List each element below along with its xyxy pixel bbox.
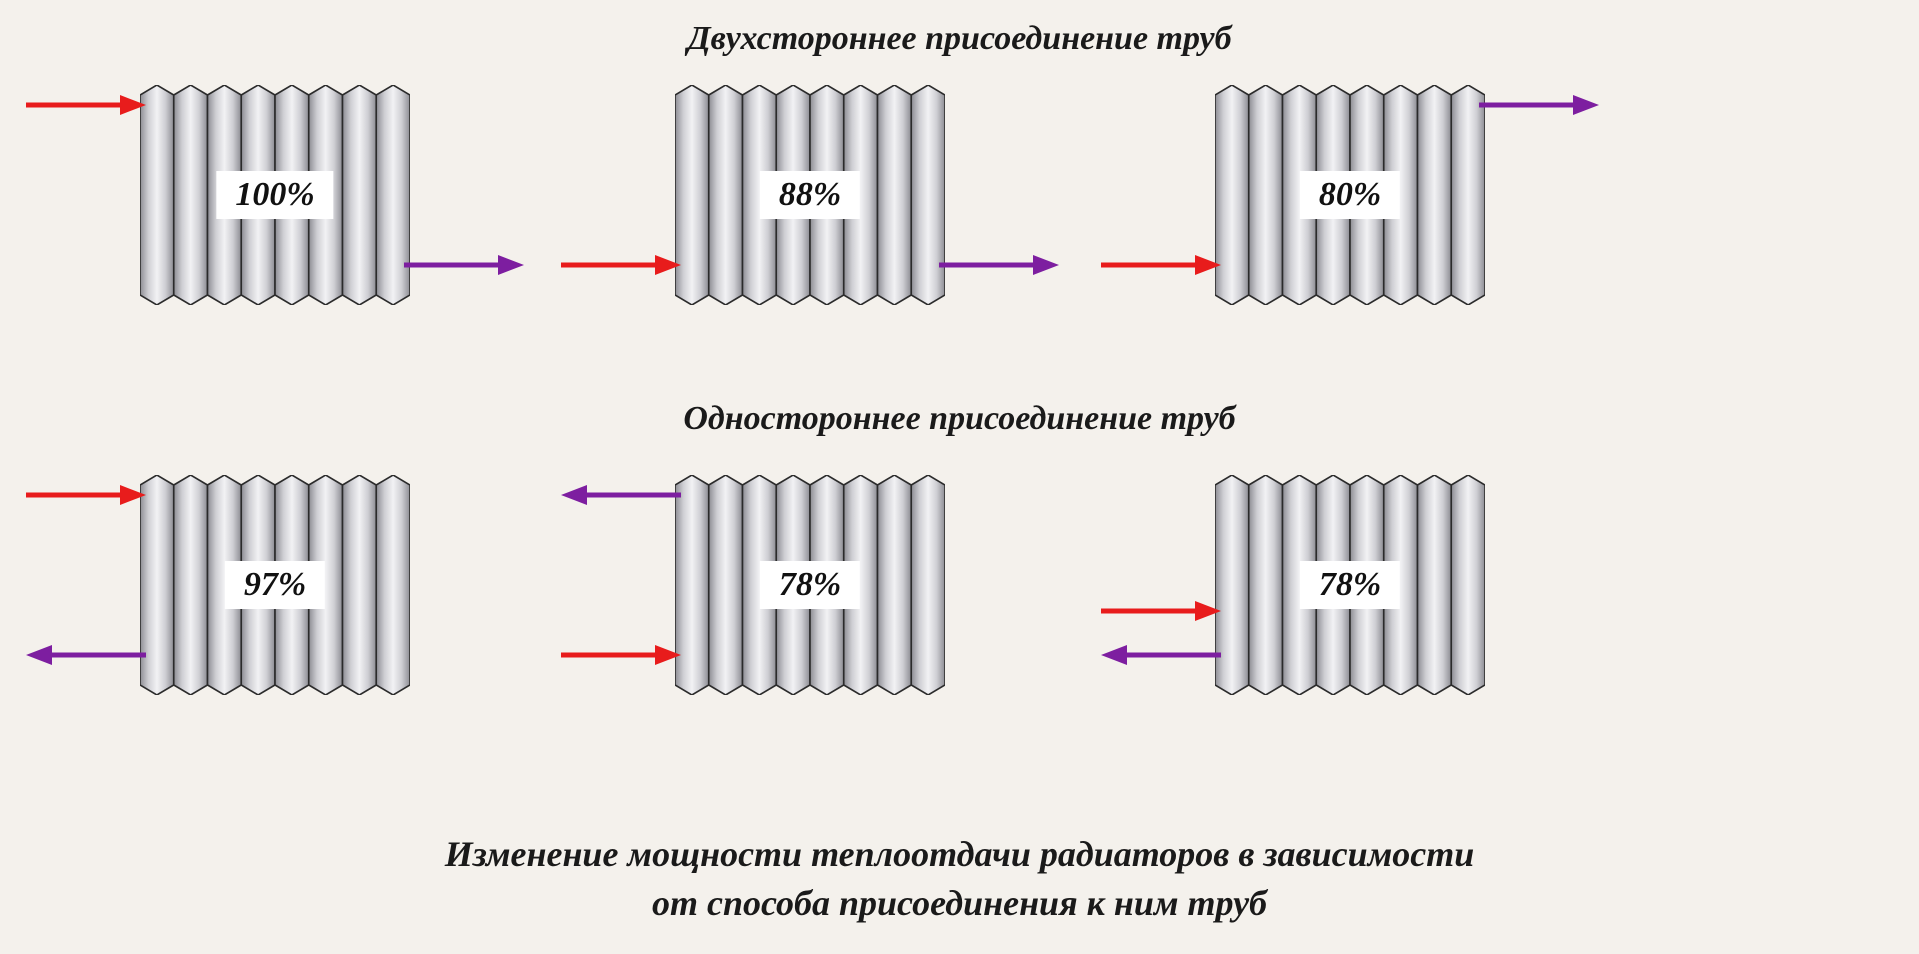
outlet-arrow-icon [1479, 90, 1599, 125]
outlet-arrow-icon [404, 250, 524, 285]
radiator-cell-r6: 78% [1100, 470, 1600, 700]
efficiency-label: 78% [760, 561, 860, 609]
radiator-cell-r2: 88% [560, 80, 1060, 310]
heading-one-sided: Одностороннее присоединение труб [0, 400, 1919, 438]
radiator-cell-r4: 97% [25, 470, 525, 700]
inlet-arrow-icon [1101, 596, 1221, 631]
efficiency-label: 80% [1300, 171, 1400, 219]
outlet-arrow-icon [561, 480, 681, 515]
outlet-arrow-icon [26, 640, 146, 675]
inlet-arrow-icon [26, 480, 146, 515]
caption-line2: от способа присоединения к ним труб [652, 883, 1267, 923]
inlet-arrow-icon [26, 90, 146, 125]
caption: Изменение мощности теплоотдачи радиаторо… [0, 830, 1919, 927]
radiator-cell-r3: 80% [1100, 80, 1600, 310]
caption-line1: Изменение мощности теплоотдачи радиаторо… [445, 834, 1475, 874]
outlet-arrow-icon [1101, 640, 1221, 675]
radiator-cell-r5: 78% [560, 470, 1060, 700]
efficiency-label: 97% [225, 561, 325, 609]
heading-two-sided: Двухстороннее присоединение труб [0, 20, 1919, 58]
efficiency-label: 88% [760, 171, 860, 219]
outlet-arrow-icon [939, 250, 1059, 285]
efficiency-label: 100% [216, 171, 333, 219]
inlet-arrow-icon [1101, 250, 1221, 285]
inlet-arrow-icon [561, 640, 681, 675]
inlet-arrow-icon [561, 250, 681, 285]
radiator-cell-r1: 100% [25, 80, 525, 310]
efficiency-label: 78% [1300, 561, 1400, 609]
